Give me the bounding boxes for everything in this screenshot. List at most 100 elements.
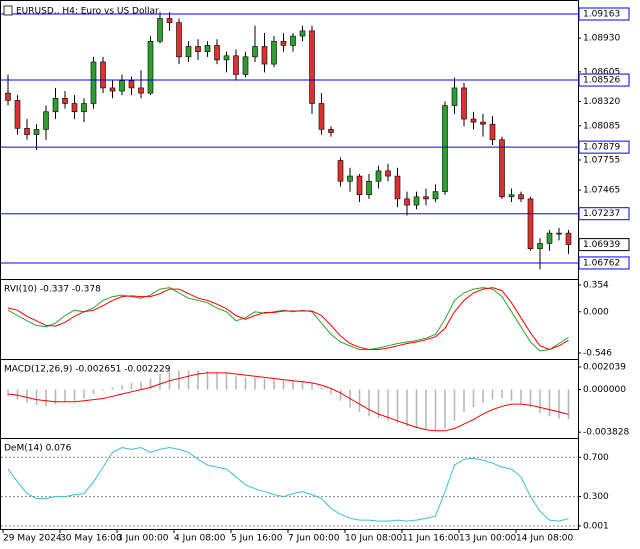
level-label: 1.08526 (583, 76, 620, 86)
candle-body (299, 30, 306, 37)
candle-body (138, 87, 144, 94)
candle-body (356, 175, 363, 196)
y-tick-label: 1.07755 (583, 155, 620, 165)
candle-body (14, 100, 21, 129)
candle-body (271, 40, 277, 65)
candle-body (71, 103, 78, 113)
price-label: 1.06939 (583, 240, 620, 250)
candle-body (157, 18, 163, 42)
level-label: 1.07879 (583, 143, 620, 153)
candle-body (81, 103, 87, 113)
candle-body (518, 194, 524, 200)
candle-body (5, 92, 11, 101)
candle-body (62, 97, 68, 104)
candle-body (214, 45, 220, 61)
candle-body (537, 243, 543, 249)
candle-body (261, 46, 268, 65)
candle-body (480, 121, 486, 125)
candle-body (100, 61, 106, 89)
candle-body (242, 56, 249, 75)
y-tick-label: 0.700 (583, 453, 609, 463)
level-box (578, 73, 630, 87)
x-tick-label: 11 Jun 16:00 (402, 534, 459, 544)
y-tick-label: 0.000000 (583, 385, 626, 395)
x-tick-label: 14 Jun 08:00 (516, 534, 573, 544)
candle-body (556, 232, 562, 235)
candle-body (394, 175, 401, 200)
candle-body (328, 129, 334, 133)
pane-title: DeM(14) 0.076 (4, 444, 72, 454)
level-label: 1.06762 (583, 258, 620, 268)
level-box (578, 7, 630, 21)
candle-body (119, 80, 125, 92)
candle-body (499, 139, 505, 198)
candle-body (385, 170, 391, 177)
pane-title: EURUSD., H4: Euro vs US Dollar (16, 7, 159, 17)
candle-body (423, 196, 429, 200)
x-tick-label: 5 Jun 16:00 (231, 534, 283, 544)
x-tick-label: 3 Jun 00:00 (117, 534, 169, 544)
candle-body (508, 194, 515, 198)
candle-body (33, 129, 40, 135)
y-tick-label: -0.003828 (583, 428, 629, 438)
x-tick-label: 29 May 2024 (3, 534, 62, 544)
candle-body (147, 40, 154, 94)
candle-body (166, 18, 173, 23)
candle-body (185, 46, 192, 58)
y-tick-label: -0.546 (583, 349, 612, 359)
y-tick-label: 1.08320 (583, 97, 620, 107)
candle-body (489, 123, 496, 141)
candle-body (565, 232, 572, 245)
y-tick-label: 0.001 (583, 521, 609, 531)
candle-body (432, 191, 439, 200)
price-box (578, 238, 630, 252)
candle-body (461, 87, 467, 120)
candle-body (109, 87, 116, 92)
pane-title: RVI(10) -0.337 -0.378 (4, 285, 101, 295)
candle-body (195, 46, 201, 52)
candle-body (347, 175, 353, 182)
candle-body (451, 87, 458, 106)
candle-body (527, 198, 534, 249)
candle-body (252, 46, 258, 58)
candle-body (233, 55, 239, 75)
x-tick-label: 7 Jun 00:00 (288, 534, 340, 544)
signal-line (7, 372, 569, 432)
x-tick-label: 10 Jun 08:00 (345, 534, 402, 544)
y-tick-label: 0.354 (583, 281, 609, 291)
y-tick-label: 1.07465 (583, 186, 620, 196)
candle-body (375, 170, 382, 182)
level-box (578, 207, 630, 221)
candle-body (442, 105, 448, 192)
x-tick-label: 4 Jun 08:00 (174, 534, 226, 544)
candle-body (413, 196, 420, 206)
candle-body (223, 55, 230, 61)
candle-body (404, 198, 410, 206)
candle-body (309, 30, 315, 104)
candle-body (337, 160, 344, 182)
candle-body (90, 61, 97, 104)
level-label: 1.09163 (583, 9, 620, 19)
y-tick-label: 1.08085 (583, 121, 620, 131)
candle-body (280, 40, 287, 46)
candle-body (546, 232, 553, 244)
candle-body (204, 45, 211, 52)
y-tick-label: 0.002039 (583, 362, 626, 372)
candle-body (52, 97, 59, 113)
candle-body (318, 103, 325, 130)
level-box (578, 140, 630, 154)
candle-body (43, 111, 49, 130)
pane-title: MACD(12,26,9) -0.002651 -0.002229 (4, 365, 171, 375)
candle-body (470, 118, 477, 123)
level-label: 1.07237 (583, 209, 620, 219)
indicator-line (7, 287, 569, 351)
x-tick-label: 13 Jun 00:00 (459, 534, 516, 544)
plot-frame (0, 0, 579, 530)
y-tick-label: 0.000 (583, 307, 609, 317)
x-tick-label: 30 May 16:00 (60, 534, 122, 544)
candle-body (176, 22, 182, 58)
y-tick-label: 1.08605 (583, 67, 620, 77)
candle-body (24, 128, 30, 135)
candle-body (290, 35, 296, 46)
